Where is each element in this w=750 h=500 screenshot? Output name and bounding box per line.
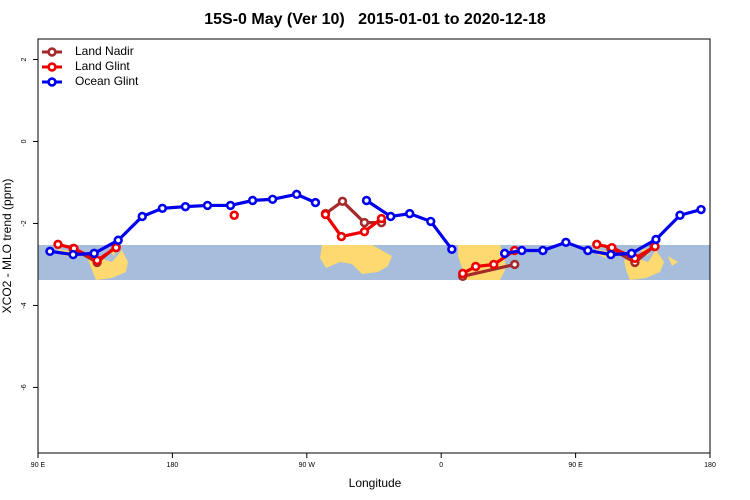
data-point: [45, 246, 55, 257]
data-point: [517, 245, 527, 256]
y-tick-label: 0: [21, 139, 28, 143]
data-point: [489, 259, 499, 270]
data-point: [561, 237, 571, 248]
chart-title: 15S-0 May (Ver 10) 2015-01-01 to 2020-12…: [204, 11, 546, 28]
legend-marker: [47, 77, 57, 87]
x-tick-label: 180: [167, 462, 179, 469]
legend-marker: [47, 62, 57, 72]
data-point: [696, 204, 706, 215]
data-point: [376, 213, 387, 224]
series-line: [324, 213, 383, 239]
y-tick-label: -2: [21, 220, 28, 226]
data-point: [538, 245, 548, 256]
data-point: [247, 195, 258, 206]
data-point: [89, 248, 99, 259]
x-tick-label: 90 E: [31, 462, 46, 469]
y-tick-label: -6: [21, 384, 28, 390]
data-point: [651, 234, 661, 245]
data-point: [404, 208, 415, 219]
data-point: [111, 242, 121, 253]
data-point: [359, 217, 370, 228]
legend-label: Land Nadir: [75, 44, 134, 58]
y-tick-label: -4: [21, 302, 28, 308]
series-line: [324, 199, 382, 225]
data-point: [291, 189, 302, 200]
data-point: [606, 249, 616, 260]
data-point: [499, 248, 510, 259]
x-tick-label: 90 W: [299, 462, 316, 469]
data-point: [336, 231, 347, 242]
data-point: [447, 244, 457, 254]
x-tick-label: 0: [439, 462, 443, 469]
x-axis-label: Longitude: [349, 476, 402, 490]
y-tick-label: 2: [21, 57, 28, 61]
data-point: [267, 194, 278, 204]
data-point: [157, 203, 168, 213]
data-point: [470, 261, 481, 272]
data-point: [607, 242, 617, 253]
legend-marker: [47, 47, 57, 57]
data-point: [359, 226, 370, 237]
data-point: [180, 201, 191, 212]
data-point: [361, 195, 372, 206]
data-point: [337, 196, 348, 207]
data-point: [137, 211, 147, 222]
x-tick-label: 180: [704, 462, 716, 469]
legend-label: Land Glint: [75, 59, 130, 73]
data-point: [592, 239, 602, 250]
series-line: [462, 262, 516, 278]
data-point: [583, 245, 593, 256]
data-point: [320, 209, 331, 220]
data-point: [113, 235, 123, 245]
data-point: [202, 200, 213, 211]
data-point: [310, 197, 321, 208]
series-line: [504, 207, 702, 257]
data-point: [386, 211, 396, 222]
x-tick-label: 90 E: [568, 462, 583, 469]
land: [320, 245, 392, 274]
data-point: [426, 216, 436, 227]
data-point: [229, 210, 239, 220]
data-point: [626, 248, 637, 259]
y-axis-label: XCO2 - MLO trend (ppm): [0, 179, 14, 314]
legend-label: Ocean Glint: [75, 74, 139, 88]
data-point: [675, 210, 685, 220]
data-point: [458, 268, 468, 279]
data-point: [225, 200, 236, 211]
plot-frame: [37, 38, 711, 454]
data-point: [68, 249, 78, 260]
data-point: [509, 259, 520, 270]
data-point: [53, 239, 63, 250]
